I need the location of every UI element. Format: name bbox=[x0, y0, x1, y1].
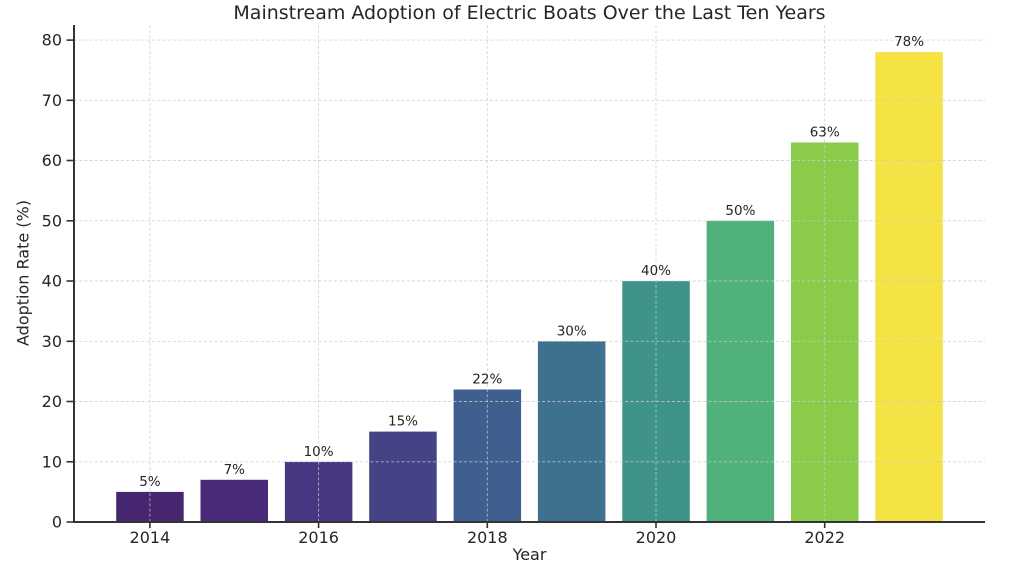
y-tick-label-10: 10 bbox=[42, 452, 62, 471]
y-tick-label-50: 50 bbox=[42, 211, 62, 230]
y-tick-label-40: 40 bbox=[42, 272, 62, 291]
y-tick-label-20: 20 bbox=[42, 392, 62, 411]
bar-2014 bbox=[116, 491, 184, 522]
bar-2015 bbox=[200, 479, 268, 522]
bar-value-label-2016: 10% bbox=[304, 444, 334, 460]
chart-title: Mainstream Adoption of Electric Boats Ov… bbox=[233, 2, 826, 24]
bar-value-label-2020: 40% bbox=[641, 263, 671, 279]
y-axis-label: Adoption Rate (%) bbox=[13, 200, 33, 346]
bar-value-label-2018: 22% bbox=[472, 372, 502, 388]
bar-value-label-2021: 50% bbox=[725, 203, 755, 219]
x-tick-label-2022: 2022 bbox=[804, 528, 845, 547]
bar-2023 bbox=[875, 52, 943, 522]
bar-2018 bbox=[453, 389, 522, 522]
x-tick-label-2014: 2014 bbox=[130, 528, 171, 547]
bar-value-label-2022: 63% bbox=[810, 125, 840, 141]
bar-2021 bbox=[706, 220, 775, 523]
x-tick-label-2018: 2018 bbox=[467, 528, 508, 547]
y-tick-label-80: 80 bbox=[42, 31, 62, 50]
y-tick-label-70: 70 bbox=[42, 91, 62, 110]
bar-value-label-2023: 78% bbox=[894, 34, 924, 50]
bar-value-label-2014: 5% bbox=[139, 474, 161, 490]
y-tick-label-30: 30 bbox=[42, 332, 62, 351]
bar-value-label-2017: 15% bbox=[388, 414, 418, 430]
bar-value-label-2019: 30% bbox=[557, 323, 587, 339]
y-tick-label-60: 60 bbox=[42, 151, 62, 170]
bar-value-label-2015: 7% bbox=[224, 462, 246, 478]
bar-2017 bbox=[369, 431, 437, 522]
x-axis-label: Year bbox=[512, 545, 547, 564]
bar-2016 bbox=[284, 461, 353, 522]
y-tick-label-0: 0 bbox=[52, 513, 62, 532]
bar-2019 bbox=[537, 341, 606, 522]
x-tick-label-2020: 2020 bbox=[636, 528, 677, 547]
x-tick-label-2016: 2016 bbox=[298, 528, 339, 547]
